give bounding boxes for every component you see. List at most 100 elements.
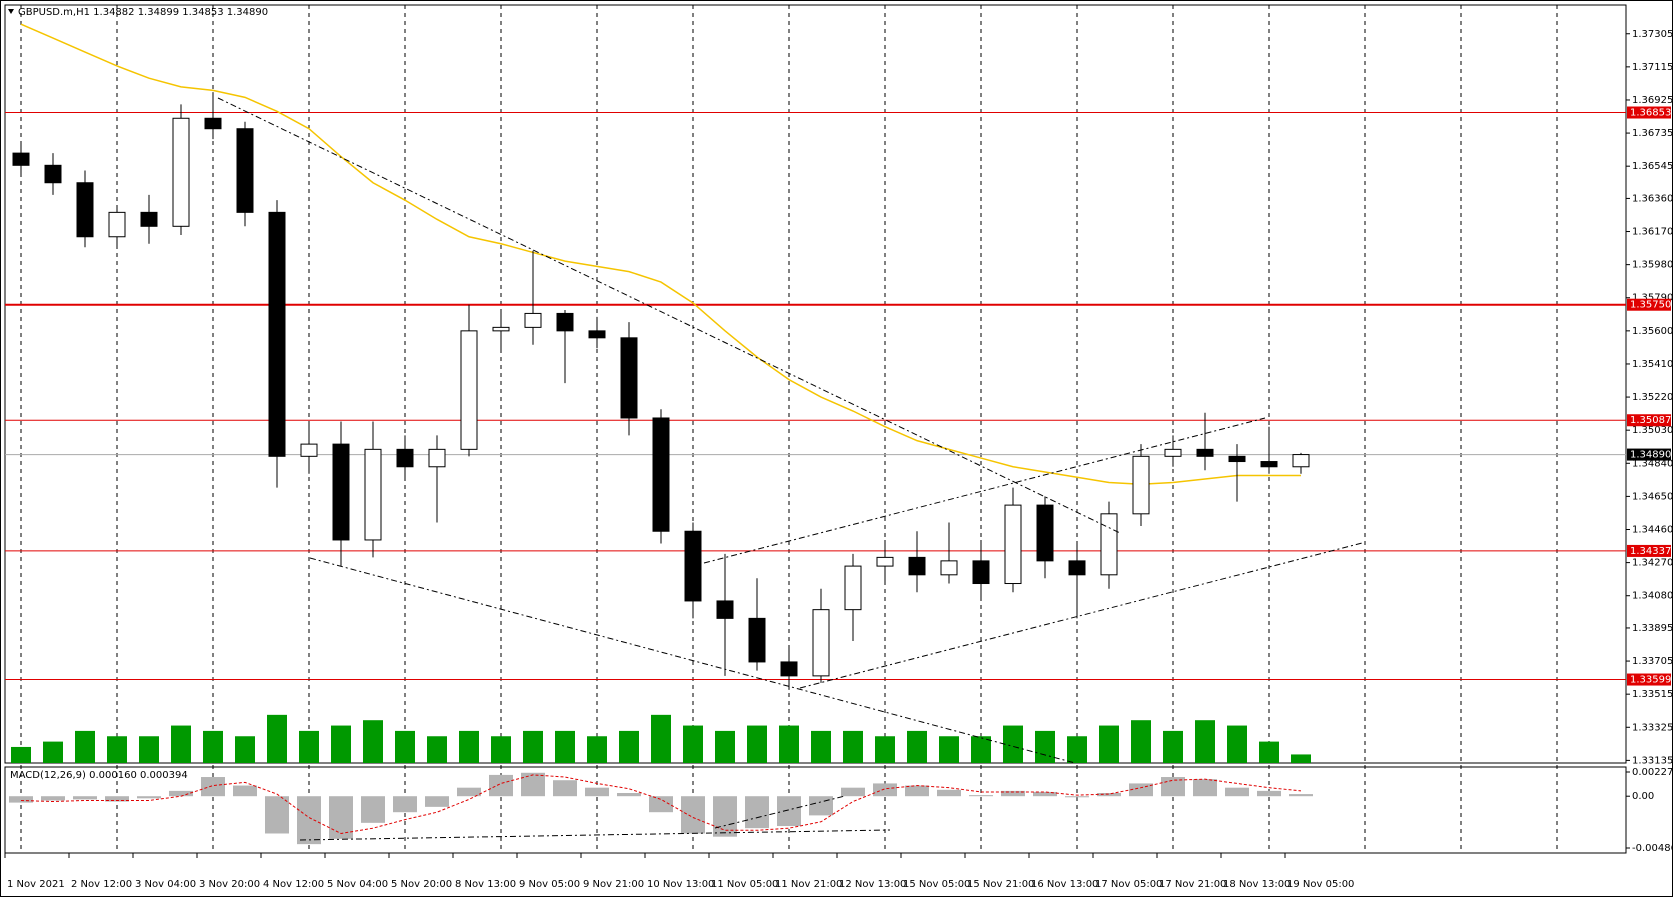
y-tick-label: 1.34270 [1632, 558, 1673, 569]
volume-bar [1099, 725, 1119, 763]
macd-bar [1033, 791, 1057, 797]
macd-bar [73, 796, 97, 800]
level-tag [1627, 106, 1671, 119]
macd-bar [905, 785, 929, 797]
macd-signal [20, 774, 1302, 835]
y-tick-label: 1.37305 [1632, 29, 1673, 40]
level-label: 1.34337 [1630, 546, 1671, 557]
volume-bar [779, 725, 799, 763]
x-tick-label: 9 Nov 05:00 [519, 879, 580, 890]
y-tick-label: 1.34650 [1632, 491, 1673, 502]
volume-bar [843, 730, 863, 763]
y-tick-label: 1.34080 [1632, 591, 1673, 602]
macd-bar [1225, 787, 1249, 797]
macd-bar [937, 789, 961, 797]
macd-bar [777, 796, 801, 827]
x-tick-label: 4 Nov 12:00 [263, 879, 324, 890]
candle-body [524, 312, 542, 328]
candle-body [1132, 455, 1150, 515]
macd-bar [489, 774, 513, 797]
volume-bar [363, 720, 383, 763]
y-tick-label: 1.33135 [1632, 755, 1673, 766]
y-tick-label: 1.36360 [1632, 193, 1673, 204]
macd-bar [233, 785, 257, 797]
macd-bar [1001, 790, 1025, 797]
x-tick-label: 17 Nov 21:00 [1159, 879, 1226, 890]
x-tick-label: 10 Nov 13:00 [647, 879, 714, 890]
macd-bar [9, 796, 33, 803]
y-tick-label: 1.37115 [1632, 62, 1673, 73]
trendlines [217, 97, 1363, 841]
macd-y-tick-label: 0.002272 [1632, 767, 1673, 778]
macd-bar [1193, 779, 1217, 797]
candle-body [620, 337, 638, 419]
candle-body [812, 609, 830, 677]
candle-body [1260, 461, 1278, 468]
candle-body [76, 182, 94, 238]
candle-body [1228, 455, 1246, 463]
x-tick-label: 1 Nov 2021 [7, 879, 65, 890]
volume-bar [1259, 741, 1279, 763]
candle-body [844, 565, 862, 611]
candle-body [1004, 504, 1022, 585]
volume-bar [619, 730, 639, 763]
candle-body [44, 164, 62, 184]
candle-body [1292, 454, 1310, 468]
volume-bar [171, 725, 191, 763]
y-tick-label: 1.33895 [1632, 623, 1673, 634]
macd-bar [585, 787, 609, 797]
y-tick-label: 1.36170 [1632, 227, 1673, 238]
macd-bar [265, 796, 289, 834]
x-tick-label: 5 Nov 20:00 [391, 879, 452, 890]
volume-bar [491, 736, 511, 763]
candle-body [1196, 448, 1214, 457]
x-tick-label: 17 Nov 05:00 [1095, 879, 1162, 890]
x-tick-label: 12 Nov 13:00 [839, 879, 906, 890]
macd-bar [425, 796, 449, 807]
y-tick-label: 1.33325 [1632, 722, 1673, 733]
candle-body [108, 211, 126, 238]
macd-bar [297, 796, 321, 845]
candle-body [236, 128, 254, 213]
macd-y-tick-label: -0.004861 [1632, 843, 1673, 854]
candle-body [172, 117, 190, 227]
x-tick-label: 9 Nov 21:00 [583, 879, 644, 890]
menu-arrow[interactable] [8, 9, 14, 14]
x-tick-label: 19 Nov 05:00 [1287, 879, 1354, 890]
volume-bar [1035, 730, 1055, 763]
level-label: 1.35750 [1630, 300, 1671, 311]
volume-bar [299, 730, 319, 763]
volume-bar [683, 725, 703, 763]
volume-bar [747, 725, 767, 763]
level-label: 1.35087 [1630, 415, 1671, 426]
macd-bar [169, 790, 193, 797]
candle-body [396, 448, 414, 468]
candle-body [780, 661, 798, 677]
candle-body [460, 330, 478, 450]
volume-bar [1195, 720, 1215, 763]
macd-y-tick-label: 0.00 [1632, 791, 1654, 802]
volume-bar [1291, 754, 1311, 763]
chart-title: GBPUSD.m,H1 1.34882 1.34899 1.34853 1.34… [18, 7, 268, 18]
y-tick-label: 1.36545 [1632, 161, 1673, 172]
level-tag [1627, 673, 1671, 686]
y-tick-label: 1.34840 [1632, 458, 1673, 469]
volume-bar [427, 736, 447, 763]
volume-bar [1131, 720, 1151, 763]
candle-body [1164, 448, 1182, 457]
candle-body [1100, 513, 1118, 576]
candle-body [588, 330, 606, 339]
candle-body [332, 443, 350, 541]
macd-bar [521, 772, 545, 797]
candle-body [556, 312, 574, 332]
macd-bar [873, 783, 897, 797]
macd-panel [4, 766, 1627, 854]
y-tick-label: 1.35030 [1632, 425, 1673, 436]
y-tick-label: 1.35790 [1632, 293, 1673, 304]
volume-bar [107, 736, 127, 763]
volume-bar [331, 725, 351, 763]
volume-bar [395, 730, 415, 763]
volume-bar [1003, 725, 1023, 763]
y-tick-label: 1.35410 [1632, 359, 1673, 370]
candle-body [876, 556, 894, 567]
